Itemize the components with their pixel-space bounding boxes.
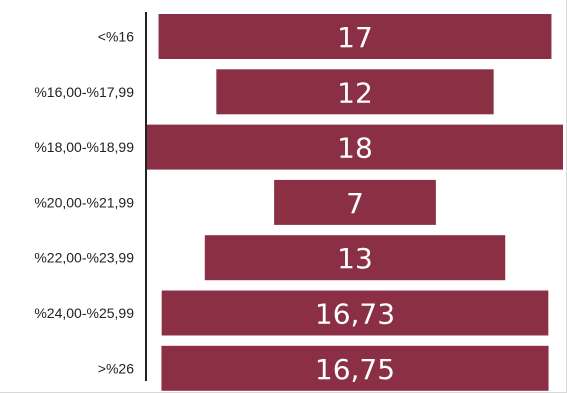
bar-value-label: 13 — [337, 242, 373, 275]
bar-value-label: 7 — [346, 187, 364, 220]
category-label: %18,00-%18,99 — [34, 139, 134, 155]
category-label: %16,00-%17,99 — [34, 84, 134, 100]
bar — [161, 290, 549, 336]
bar — [147, 124, 563, 170]
bar-value-label: 12 — [337, 76, 373, 109]
category-labels: <%16 %16,00-%17,99 %18,00-%18,99 %20,00-%21… — [34, 29, 134, 377]
bar — [161, 345, 549, 391]
bar-value-label: 17 — [337, 21, 373, 54]
bar-value-label: 16,73 — [315, 298, 395, 331]
category-label: %22,00-%23,99 — [34, 250, 134, 266]
bar — [158, 14, 552, 59]
category-label: <%16 — [98, 29, 134, 45]
bar — [216, 69, 494, 115]
bar-value-label: 18 — [337, 132, 373, 165]
bar-value-label: 16,75 — [315, 353, 395, 386]
category-label: >%26 — [98, 360, 134, 376]
bar — [204, 235, 506, 281]
bar — [274, 179, 436, 225]
category-label: %20,00-%21,99 — [34, 194, 134, 210]
category-label: %24,00-%25,99 — [34, 305, 134, 321]
bars: 17 12 18 7 13 16,73 16,75 — [147, 14, 563, 391]
